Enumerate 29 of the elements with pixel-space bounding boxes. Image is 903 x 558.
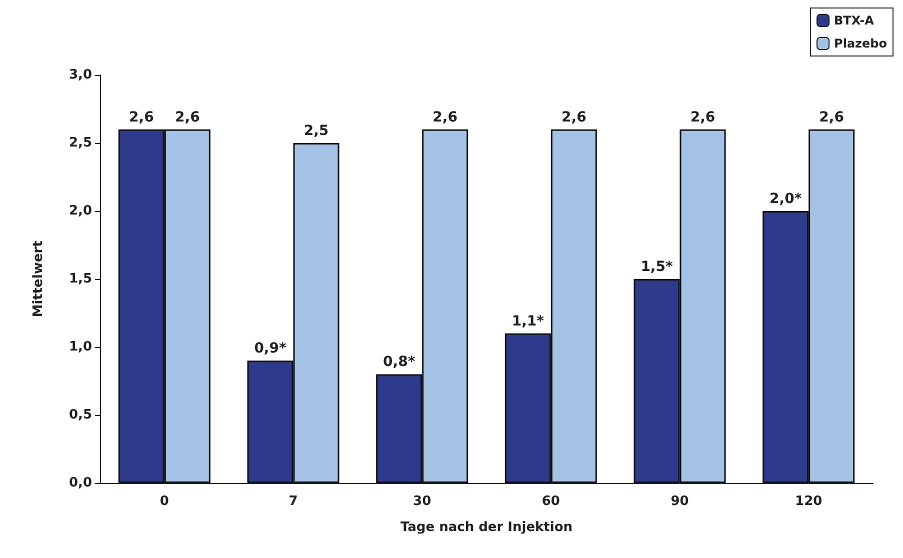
data-label: 2,5 [304, 123, 329, 139]
y-tick-label: 1,5 [68, 272, 92, 286]
data-label: 2,6 [129, 109, 154, 126]
y-axis-title: Mittelwert [31, 240, 46, 318]
x-tick-label: 90 [670, 494, 689, 509]
x-tick-label: 30 [413, 494, 432, 509]
y-tick-label: 0,5 [68, 408, 92, 422]
data-label: 2,0* [770, 191, 802, 207]
x-tick-label: 120 [795, 494, 822, 509]
x-tick-label: 0 [160, 494, 169, 509]
y-tick-label: 2,5 [68, 136, 92, 150]
x-tick-label: 7 [288, 494, 298, 509]
y-tick-label: 1,0 [68, 340, 92, 354]
data-label: 1,1* [512, 313, 545, 330]
legend-label: Plazebo [834, 36, 888, 50]
data-label: 1,5* [640, 259, 674, 275]
legend-label: BTX-A [834, 14, 875, 28]
data-label: 2,6 [432, 109, 458, 126]
x-axis-title: Tage nach der Injektion [400, 520, 573, 535]
data-label: 0,9* [254, 340, 287, 357]
data-label: 2,6 [562, 109, 586, 126]
data-label: 0,8* [383, 354, 416, 370]
y-tick-label: 0,0 [68, 476, 92, 490]
y-tick-label: 2,0 [68, 204, 92, 218]
x-tick-label: 60 [542, 494, 560, 509]
data-label: 2,6 [175, 109, 200, 126]
data-label: 2,6 [690, 109, 716, 126]
data-label: 2,6 [819, 109, 844, 126]
y-tick-label: 3,0 [68, 68, 92, 82]
